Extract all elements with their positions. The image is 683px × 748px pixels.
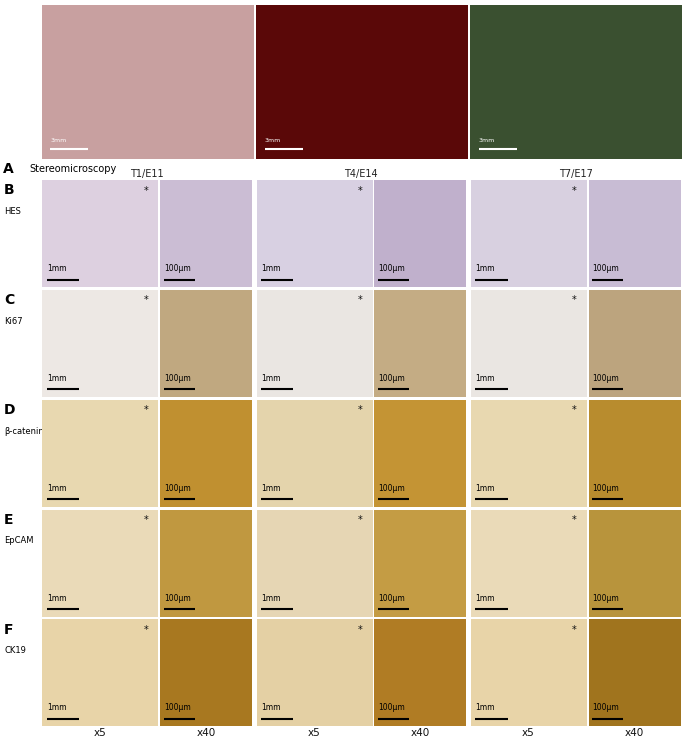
Text: 1mm: 1mm bbox=[261, 484, 281, 493]
Text: 100μm: 100μm bbox=[592, 264, 619, 273]
Text: EpCAM: EpCAM bbox=[4, 536, 33, 545]
Text: *: * bbox=[358, 625, 363, 635]
Text: Stereomicroscopy: Stereomicroscopy bbox=[29, 164, 116, 174]
Text: 3mm: 3mm bbox=[479, 138, 495, 144]
Text: *: * bbox=[358, 405, 363, 415]
Text: 1mm: 1mm bbox=[475, 374, 495, 383]
Text: 100μm: 100μm bbox=[592, 703, 619, 712]
Text: 100μm: 100μm bbox=[378, 374, 405, 383]
Text: β-catenin: β-catenin bbox=[4, 426, 44, 435]
Text: T4/E14: T4/E14 bbox=[344, 169, 378, 179]
Text: *: * bbox=[572, 295, 576, 305]
Text: 100μm: 100μm bbox=[164, 594, 191, 603]
Text: B: B bbox=[4, 183, 15, 197]
Text: x5: x5 bbox=[94, 728, 107, 738]
Text: 100μm: 100μm bbox=[378, 703, 405, 712]
Text: *: * bbox=[572, 405, 576, 415]
Text: 100μm: 100μm bbox=[378, 484, 405, 493]
Text: 1mm: 1mm bbox=[475, 484, 495, 493]
Text: 100μm: 100μm bbox=[164, 703, 191, 712]
Text: 100μm: 100μm bbox=[592, 594, 619, 603]
Text: E: E bbox=[4, 513, 14, 527]
Text: HES: HES bbox=[4, 207, 21, 216]
Text: 100μm: 100μm bbox=[164, 264, 191, 273]
Text: *: * bbox=[143, 186, 148, 196]
Text: 1mm: 1mm bbox=[475, 703, 495, 712]
Text: T1/E11: T1/E11 bbox=[130, 169, 164, 179]
Text: x40: x40 bbox=[196, 728, 216, 738]
Text: *: * bbox=[572, 515, 576, 525]
Text: 100μm: 100μm bbox=[164, 374, 191, 383]
Text: D: D bbox=[4, 403, 16, 417]
Text: *: * bbox=[143, 295, 148, 305]
Text: 1mm: 1mm bbox=[47, 264, 66, 273]
Text: 100μm: 100μm bbox=[164, 484, 191, 493]
Text: F: F bbox=[4, 622, 14, 637]
Text: 1mm: 1mm bbox=[261, 264, 281, 273]
Text: 1mm: 1mm bbox=[47, 594, 66, 603]
Text: x5: x5 bbox=[308, 728, 320, 738]
Text: Ki67: Ki67 bbox=[4, 317, 23, 326]
Text: *: * bbox=[143, 625, 148, 635]
Text: *: * bbox=[143, 515, 148, 525]
Text: 1mm: 1mm bbox=[261, 594, 281, 603]
Text: 3mm: 3mm bbox=[265, 138, 281, 144]
Text: 100μm: 100μm bbox=[378, 264, 405, 273]
Text: A: A bbox=[3, 162, 14, 176]
Text: 1mm: 1mm bbox=[47, 703, 66, 712]
Text: 3mm: 3mm bbox=[51, 138, 67, 144]
Text: 1mm: 1mm bbox=[261, 374, 281, 383]
Text: *: * bbox=[572, 625, 576, 635]
Text: x40: x40 bbox=[410, 728, 430, 738]
Text: *: * bbox=[143, 405, 148, 415]
Text: 100μm: 100μm bbox=[378, 594, 405, 603]
Text: *: * bbox=[358, 515, 363, 525]
Text: *: * bbox=[358, 295, 363, 305]
Text: 100μm: 100μm bbox=[592, 484, 619, 493]
Text: x5: x5 bbox=[522, 728, 535, 738]
Text: 1mm: 1mm bbox=[475, 264, 495, 273]
Text: 1mm: 1mm bbox=[261, 703, 281, 712]
Text: *: * bbox=[358, 186, 363, 196]
Text: C: C bbox=[4, 293, 14, 307]
Text: 1mm: 1mm bbox=[47, 484, 66, 493]
Text: CK19: CK19 bbox=[4, 646, 26, 655]
Text: 1mm: 1mm bbox=[475, 594, 495, 603]
Text: *: * bbox=[572, 186, 576, 196]
Text: 100μm: 100μm bbox=[592, 374, 619, 383]
Text: T7/E17: T7/E17 bbox=[559, 169, 592, 179]
Text: 1mm: 1mm bbox=[47, 374, 66, 383]
Text: x40: x40 bbox=[625, 728, 644, 738]
